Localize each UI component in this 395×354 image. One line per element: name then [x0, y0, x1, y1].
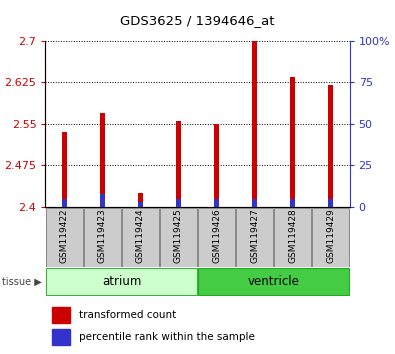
FancyBboxPatch shape	[160, 208, 197, 267]
Bar	[328, 85, 333, 207]
FancyBboxPatch shape	[84, 208, 121, 267]
FancyBboxPatch shape	[46, 208, 83, 267]
FancyBboxPatch shape	[312, 208, 349, 267]
FancyBboxPatch shape	[46, 268, 197, 295]
FancyBboxPatch shape	[274, 208, 311, 267]
Bar	[290, 199, 295, 207]
FancyBboxPatch shape	[198, 208, 235, 267]
Text: atrium: atrium	[102, 275, 141, 288]
FancyBboxPatch shape	[122, 208, 159, 267]
Text: GDS3625 / 1394646_at: GDS3625 / 1394646_at	[120, 13, 275, 27]
Bar	[214, 199, 219, 207]
Text: transformed count: transformed count	[79, 310, 176, 320]
Text: GSM119428: GSM119428	[288, 209, 297, 263]
FancyBboxPatch shape	[198, 268, 349, 295]
Text: percentile rank within the sample: percentile rank within the sample	[79, 332, 255, 342]
Bar	[214, 124, 219, 207]
Bar	[138, 193, 143, 207]
Text: ventricle: ventricle	[248, 275, 299, 288]
Bar	[51, 330, 70, 345]
Text: GSM119425: GSM119425	[174, 209, 183, 263]
Text: GSM119426: GSM119426	[212, 209, 221, 263]
Bar	[100, 194, 105, 207]
Bar	[100, 113, 105, 207]
Bar	[290, 77, 295, 207]
Text: GSM119429: GSM119429	[326, 209, 335, 263]
Bar	[252, 199, 257, 207]
Text: GSM119424: GSM119424	[136, 209, 145, 263]
Bar	[252, 41, 257, 207]
Bar	[62, 132, 67, 207]
Bar	[62, 199, 67, 207]
FancyBboxPatch shape	[236, 208, 273, 267]
Text: GSM119423: GSM119423	[98, 209, 107, 263]
Text: tissue ▶: tissue ▶	[2, 276, 42, 286]
Bar	[138, 202, 143, 207]
Bar	[176, 199, 181, 207]
Bar	[51, 307, 70, 323]
Text: GSM119422: GSM119422	[60, 209, 69, 263]
Text: GSM119427: GSM119427	[250, 209, 259, 263]
Bar	[328, 199, 333, 207]
Bar	[176, 121, 181, 207]
